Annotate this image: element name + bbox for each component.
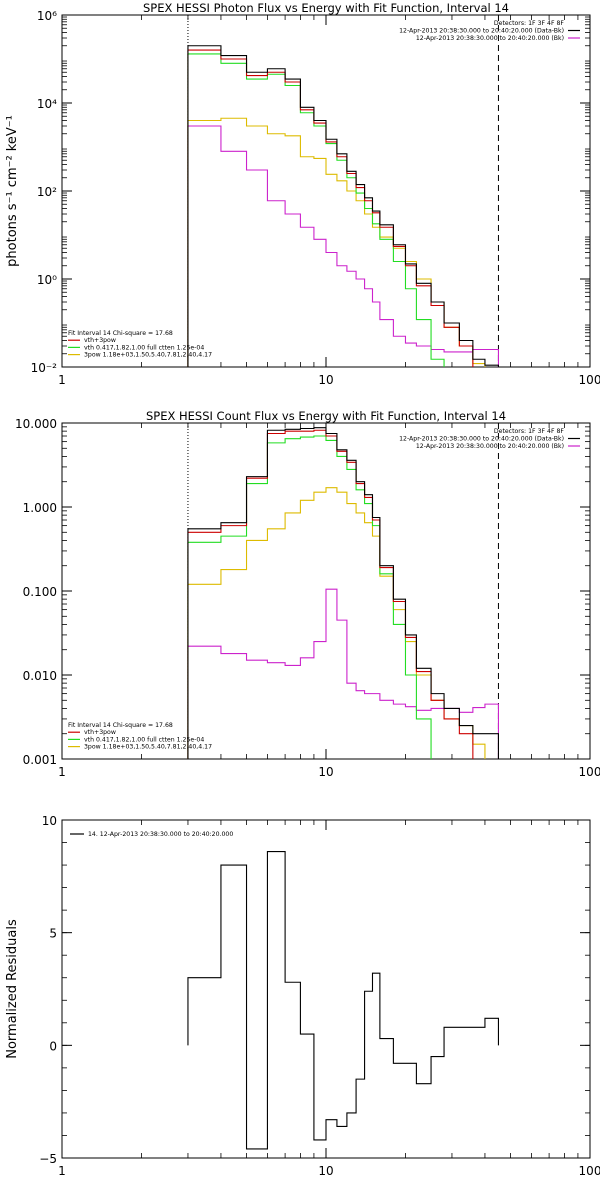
series-line-vth: [187, 53, 460, 367]
y-axis-title: photons s⁻¹ cm⁻² keV⁻¹: [5, 115, 20, 267]
series-line-residuals: [187, 850, 499, 1150]
legend-entry: Detectors: 1F 3F 4F 8F: [494, 428, 565, 435]
chart-title: SPEX HESSI Count Flux vs Energy with Fit…: [146, 409, 506, 423]
legend-entry: vth+3pow: [84, 729, 116, 736]
chart-panel-2: SPEX HESSI Count Flux vs Energy with Fit…: [15, 409, 600, 779]
x-tick-label: 10: [318, 1164, 333, 1178]
y-tick-label: 0.010: [23, 669, 57, 683]
series-line-bk: [187, 588, 499, 759]
legend-entry: vth 0.417,1.82,1.00 full ctten 1.25e-04: [84, 736, 204, 743]
y-axis-title: Normalized Residuals: [5, 919, 20, 1059]
x-tick-label: 100: [579, 1164, 600, 1178]
x-tick-label: 10: [318, 373, 333, 387]
x-tick-label: 1: [58, 765, 66, 779]
y-tick-label: 10.000: [15, 417, 57, 431]
series-line-bk: [187, 125, 499, 367]
y-tick-label: 5: [49, 927, 57, 941]
legend-entry: Detectors: 1F 3F 4F 8F: [494, 20, 565, 27]
series-line-3pow: [187, 117, 499, 367]
chart-title: SPEX HESSI Photon Flux vs Energy with Fi…: [143, 1, 509, 15]
chart-panel-1: SPEX HESSI Photon Flux vs Energy with Fi…: [5, 1, 600, 387]
series-line-data-bk: [187, 45, 499, 367]
y-tick-label: 0.100: [23, 585, 57, 599]
y-tick-label: 0.001: [23, 753, 57, 767]
y-tick-label: 10²: [37, 185, 57, 199]
series-line-vth-3pow: [187, 429, 474, 759]
legend-entry: Fit Interval 14 Chi-square = 17.68: [68, 330, 173, 337]
legend-entry: 14. 12-Apr-2013 20:38:30.000 to 20:40:20…: [88, 831, 233, 838]
x-tick-label: 1: [58, 373, 66, 387]
x-tick-label: 100: [579, 765, 600, 779]
y-tick-label: −5: [39, 1152, 57, 1166]
legend-entry: vth 0.417,1.82,1.00 full ctten 1.25e-04: [84, 344, 204, 351]
x-tick-label: 10: [318, 765, 333, 779]
axes-frame: [61, 819, 591, 1159]
y-tick-label: 10: [42, 814, 57, 828]
legend-entry: 3pow 1.18e+03,1.50,5.40,7.81,2.40,4.17: [84, 744, 212, 751]
axes-frame: [61, 14, 591, 368]
y-tick-label: 1.000: [23, 501, 57, 515]
legend-entry: 3pow 1.18e+03,1.50,5.40,7.81,2.40,4.17: [84, 352, 212, 359]
legend-entry: 12-Apr-2013 20:38:30.000 to 20:40:20.000…: [416, 443, 564, 450]
x-tick-label: 1: [58, 1164, 66, 1178]
chart-panel-3: 1 10 100 −5 0 5 10 Normalized Residuals 14. 12-A…: [5, 814, 600, 1178]
legend-entry: Fit Interval 14 Chi-square = 17.68: [68, 722, 173, 729]
series-line-3pow: [187, 487, 499, 759]
legend-entry: 12-Apr-2013 20:38:30.000 to 20:40:20.000…: [399, 28, 564, 35]
legend-entry: 12-Apr-2013 20:38:30.000 to 20:40:20.000…: [399, 436, 564, 443]
y-tick-label: 10⁶: [37, 9, 57, 23]
y-tick-label: 10⁻²: [31, 361, 58, 375]
series-line-data-bk: [187, 427, 499, 759]
y-tick-label: 0: [49, 1039, 57, 1053]
legend-entry: vth+3pow: [84, 337, 116, 344]
x-tick-label: 100: [579, 373, 600, 387]
legend-entry: 12-Apr-2013 20:38:30.000 to 20:40:20.000…: [416, 35, 564, 42]
y-tick-label: 10⁰: [37, 273, 57, 287]
y-tick-label: 10⁴: [37, 97, 57, 111]
